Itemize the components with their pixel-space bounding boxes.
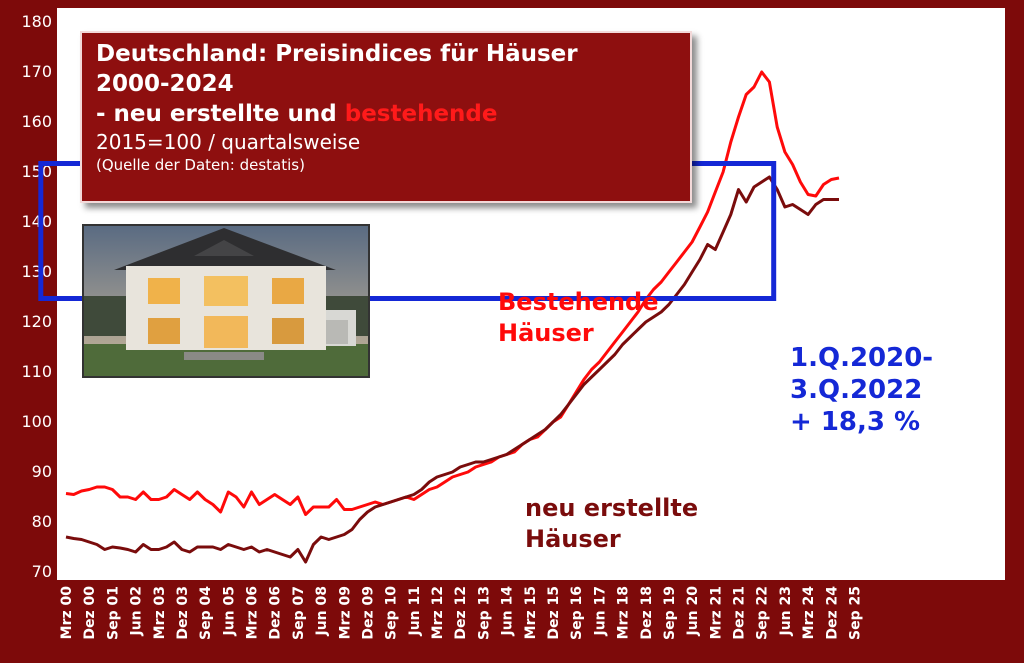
x-tick-label: Sep 16 [569,586,585,640]
x-tick-label: Mrz 18 [616,586,632,639]
x-tick-label: Dez 00 [82,586,98,640]
house-photo [82,224,370,378]
y-tick-label: 110 [21,362,52,381]
y-tick-label: 150 [21,162,52,181]
base-year-note: 2015=100 / quartalsweise [96,130,361,154]
x-tick-label: Mrz 24 [801,586,817,640]
label-existing-line2: Häuser [498,319,594,347]
x-tick-label: Jun 20 [685,586,701,637]
x-tick-label: Dez 03 [175,586,191,640]
chart-title-years: 2000-2024 [96,71,234,97]
series-line-existing-houses [65,70,840,516]
x-tick-label: Sep 01 [105,586,121,640]
x-axis: Mrz 00 Dez 00 Sep 01 Jun 02 Mrz 03 Dez 03 Sep … [59,586,863,640]
x-tick-label: Dez 21 [732,586,748,640]
annotation-line3: + 18,3 % [790,407,921,437]
x-tick-label: Sep 10 [384,586,400,640]
label-new-line1: neu erstellte [525,494,699,522]
annotation-line2: 3.Q.2022 [790,375,923,405]
series-lines [65,70,840,564]
y-tick-label: 70 [32,562,52,581]
y-tick-label: 80 [32,512,52,531]
x-tick-label: Dez 15 [546,586,562,640]
y-tick-label: 120 [21,312,52,331]
label-new-houses: neu erstellte Häuser [525,493,698,555]
x-tick-label: Jun 08 [314,586,330,637]
x-tick-label: Mrz 03 [152,586,168,639]
x-tick-label: Sep 25 [847,586,863,640]
y-tick-label: 140 [21,212,52,231]
y-tick-label: 170 [21,62,52,81]
x-tick-label: Sep 22 [755,586,771,640]
x-tick-label: Sep 13 [476,586,492,640]
y-axis: 70 80 90 100 110 120 130 140 150 160 170 180 [21,12,52,581]
chart-title: Deutschland: Preisindices für Häuser [96,41,578,67]
x-tick-label: Mrz 12 [430,586,446,639]
annotation-line1: 1.Q.2020- [790,343,934,373]
x-tick-label: Sep 19 [662,586,678,640]
label-existing-line1: Bestehende [498,288,659,316]
label-existing-houses: Bestehende Häuser [498,287,659,349]
x-tick-label: Dez 06 [268,586,284,640]
house-photo-icon [84,226,368,376]
chart-title-subtitle: - neu erstellte und bestehende [96,99,676,129]
x-tick-label: Jun 11 [407,586,423,637]
x-tick-label: Mrz 21 [708,586,724,639]
x-tick-label: Mrz 00 [59,586,75,640]
title-red-word: bestehende [344,101,498,127]
x-tick-label: Dez 18 [639,586,655,640]
x-tick-label: Mrz 06 [245,586,261,639]
label-new-line2: Häuser [525,525,621,553]
x-tick-label: Mrz 09 [337,586,353,639]
x-tick-label: Jun 17 [592,586,608,637]
y-tick-label: 90 [32,462,52,481]
x-tick-label: Dez 24 [824,586,840,640]
series-line-new-houses [65,175,839,564]
x-tick-label: Sep 07 [291,586,307,640]
title-prefix: - neu erstellte und [96,101,345,127]
x-tick-label: Jun 02 [129,586,145,637]
y-tick-label: 130 [21,262,52,281]
title-box: Deutschland: Preisindices für Häuser 200… [80,31,692,203]
x-tick-label: Dez 12 [453,586,469,640]
y-tick-label: 160 [21,112,52,131]
x-tick-label: Jun 14 [500,586,516,637]
x-tick-label: Jun 23 [778,586,794,637]
x-tick-label: Jun 05 [221,586,237,637]
x-tick-label: Dez 09 [360,586,376,640]
x-tick-label: Mrz 15 [523,586,539,639]
highlight-annotation: 1.Q.2020- 3.Q.2022 + 18,3 % [790,342,933,438]
source-note: (Quelle der Daten: destatis) [96,156,305,174]
x-tick-label: Sep 04 [198,586,214,640]
y-tick-label: 180 [21,12,52,31]
y-tick-label: 100 [21,412,52,431]
